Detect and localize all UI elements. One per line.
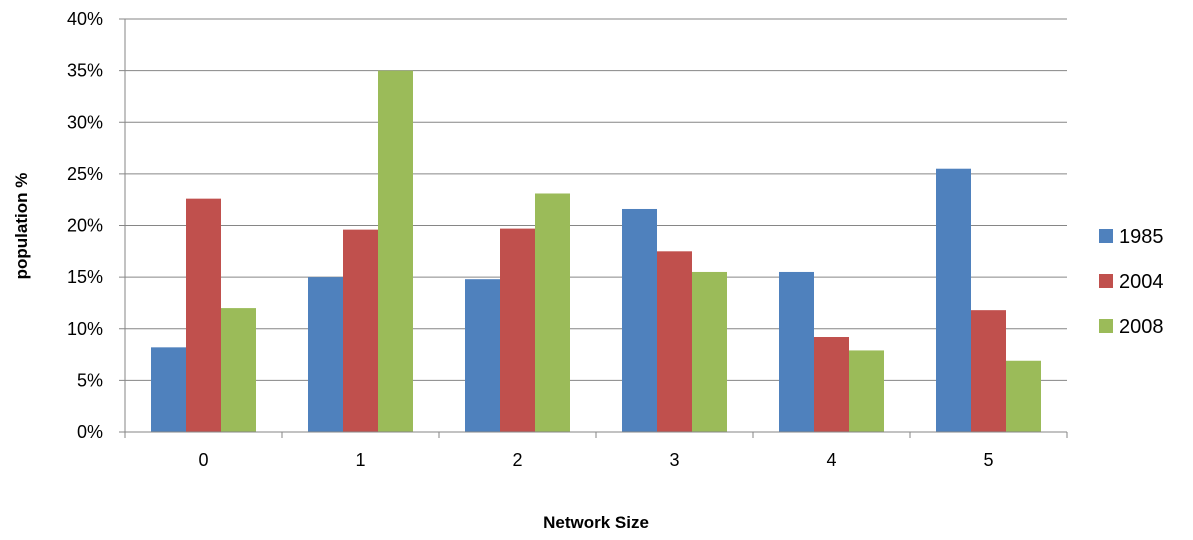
bar-2008-3 [692, 271, 727, 432]
y-tick-label: 25% [67, 164, 103, 184]
bars [151, 70, 1041, 432]
x-axis-title: Network Size [543, 513, 649, 532]
x-tick-label: 0 [198, 450, 208, 470]
bar-1985-1 [308, 277, 343, 432]
x-tick-label: 5 [983, 450, 993, 470]
legend-label-1985: 1985 [1119, 226, 1164, 248]
bar-1985-3 [622, 208, 657, 432]
x-tick-label: 2 [512, 450, 522, 470]
y-tick-label: 15% [67, 267, 103, 287]
bar-1985-4 [779, 271, 814, 432]
bar-1985-0 [151, 347, 186, 432]
y-tick-label: 20% [67, 216, 103, 236]
bar-2004-2 [500, 228, 535, 432]
bar-2004-5 [971, 310, 1006, 432]
y-tick-label: 0% [77, 422, 103, 442]
x-tick-label: 3 [669, 450, 679, 470]
y-tick-labels: 0% 5% 10% 15% 20% 25% 30% 35% 40% [67, 9, 103, 442]
bar-2008-0 [221, 308, 256, 432]
y-tick-label: 40% [67, 9, 103, 29]
x-tick-label: 1 [355, 450, 365, 470]
bar-1985-5 [936, 168, 971, 432]
legend-swatch-2004 [1099, 274, 1113, 288]
bar-2008-5 [1006, 360, 1041, 432]
y-axis-title: population % [12, 173, 31, 280]
legend-label-2008: 2008 [1119, 316, 1164, 338]
axes [124, 19, 1068, 438]
y-tick-label: 30% [67, 112, 103, 132]
bar-2004-0 [186, 198, 221, 432]
x-tick-label: 4 [826, 450, 836, 470]
bar-2008-1 [378, 70, 413, 432]
legend: 1985 2004 2008 [1099, 226, 1164, 338]
bar-2004-1 [343, 229, 378, 432]
legend-swatch-2008 [1099, 319, 1113, 333]
legend-label-2004: 2004 [1119, 271, 1164, 293]
bar-2008-2 [535, 193, 570, 432]
y-tick-label: 10% [67, 319, 103, 339]
y-tick-label: 35% [67, 61, 103, 81]
x-tick-labels: 0 1 2 3 4 5 [198, 450, 993, 470]
y-tick-label: 5% [77, 370, 103, 390]
legend-swatch-1985 [1099, 229, 1113, 243]
gridlines [119, 18, 1067, 433]
bar-2008-4 [849, 350, 884, 432]
bar-2004-4 [814, 337, 849, 432]
bar-1985-2 [465, 279, 500, 432]
bar-2004-3 [657, 251, 692, 432]
